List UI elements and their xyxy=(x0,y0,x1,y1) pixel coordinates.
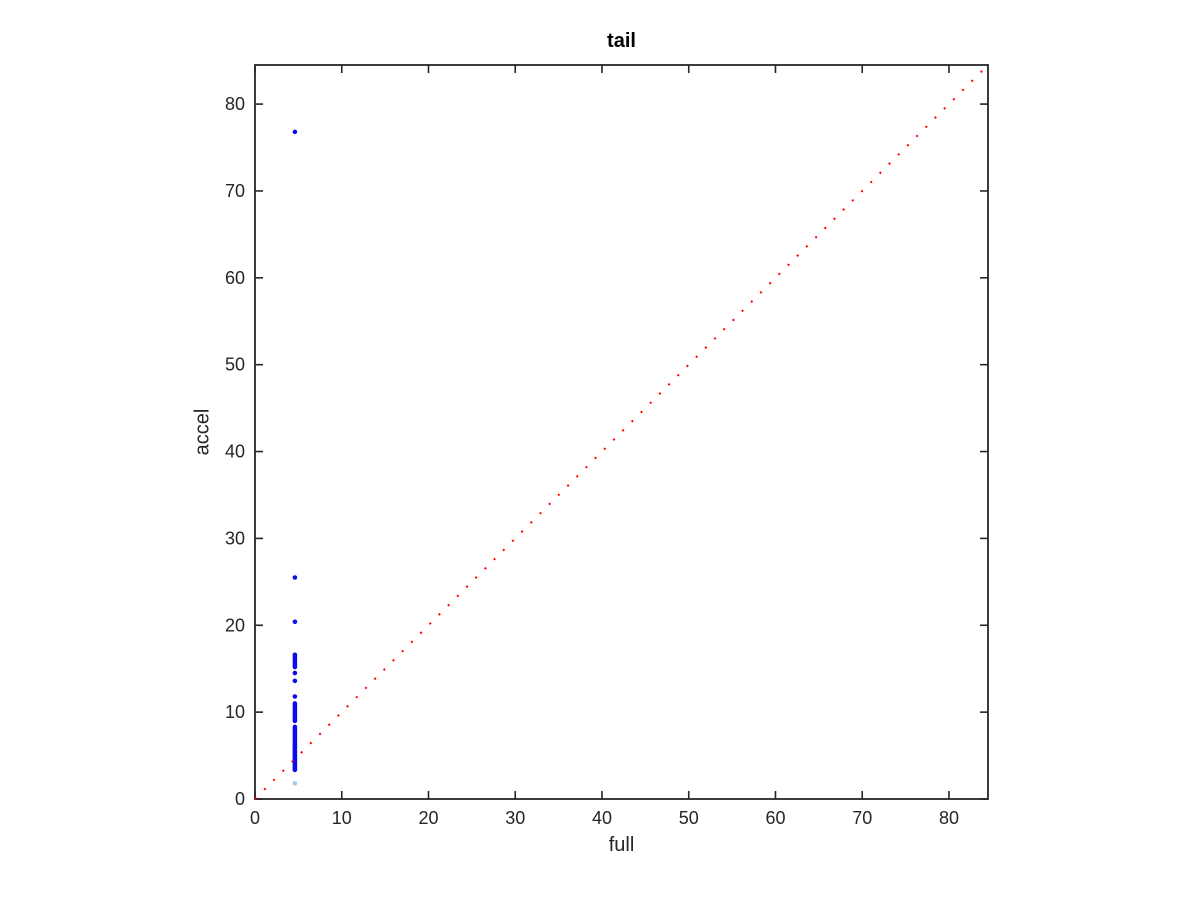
accel-vs-full-marker xyxy=(292,129,298,135)
identity-line xyxy=(254,64,989,800)
faint-point-marker xyxy=(292,781,298,786)
y-tick-label: 80 xyxy=(225,94,245,114)
accel-vs-full-marker xyxy=(292,694,298,699)
accel-vs-full-marker xyxy=(292,652,298,658)
accel-vs-full-marker xyxy=(292,670,298,676)
x-tick-label: 20 xyxy=(418,808,438,828)
x-tick-label: 70 xyxy=(852,808,872,828)
x-tick-label: 30 xyxy=(505,808,525,828)
y-tick-label: 30 xyxy=(225,528,245,548)
y-tick-label: 10 xyxy=(225,702,245,722)
accel-vs-full-marker xyxy=(292,724,298,730)
accel-vs-full-marker xyxy=(292,678,298,684)
x-axis-label: full xyxy=(608,834,635,856)
accel-vs-full-marker xyxy=(292,701,298,706)
y-tick-label: 50 xyxy=(225,355,245,375)
x-tick-label: 80 xyxy=(939,808,959,828)
y-tick-label: 60 xyxy=(225,268,245,288)
x-tick-label: 40 xyxy=(592,808,612,828)
x-tick-label: 0 xyxy=(250,808,260,828)
accel-vs-full-marker xyxy=(292,575,298,580)
x-tick-label: 50 xyxy=(679,808,699,828)
accel-vs-full-marker xyxy=(292,619,298,625)
chart-title: tail xyxy=(607,30,636,52)
y-tick-label: 70 xyxy=(225,181,245,201)
x-tick-label: 60 xyxy=(765,808,785,828)
y-tick-label: 40 xyxy=(225,442,245,462)
y-tick-label: 20 xyxy=(225,615,245,635)
x-tick-label: 10 xyxy=(332,808,352,828)
plot-box xyxy=(254,64,989,800)
y-tick-label: 0 xyxy=(235,789,245,809)
